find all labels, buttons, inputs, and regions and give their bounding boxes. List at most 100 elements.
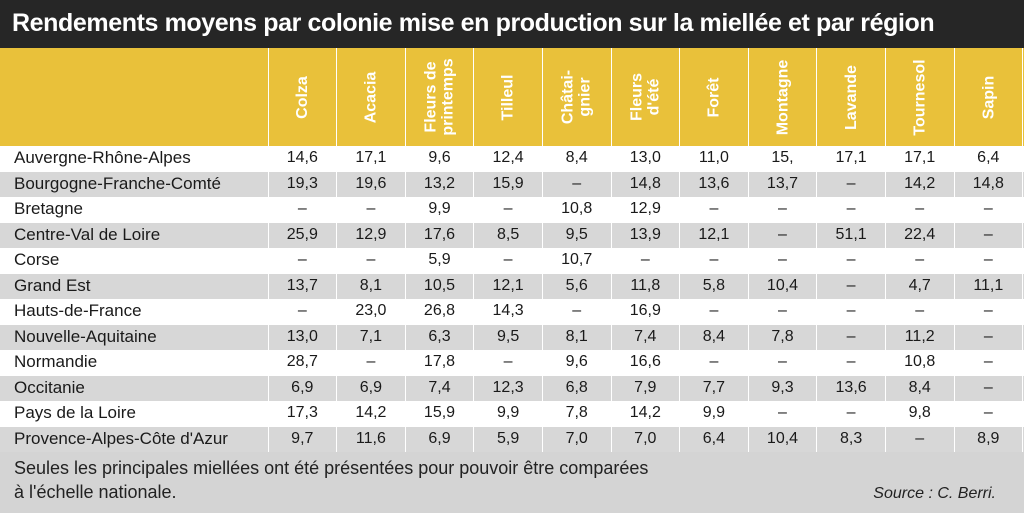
row-region-label: Occitanie	[14, 377, 85, 397]
column-divider	[541, 48, 543, 452]
table-cell: 5,6	[565, 276, 588, 294]
table-cell: 17,6	[423, 225, 456, 243]
table-cell: 7,8	[771, 327, 794, 345]
table-cell: –	[846, 404, 856, 421]
table-cell: –	[983, 251, 993, 268]
column-header: Colza	[268, 48, 337, 146]
table-row: Pays de la Loire 17,3 14,2 15,9 9,9 7,8 14,2 9,…	[0, 401, 1024, 427]
table-cell: 9,9	[702, 404, 726, 421]
table-cell: –	[983, 353, 993, 370]
table-cell: –	[572, 174, 582, 192]
table-cell: 15,9	[423, 404, 456, 421]
table-cell: 8,1	[565, 327, 588, 345]
column-divider	[747, 48, 749, 452]
table-cell: –	[846, 353, 856, 370]
column-divider	[953, 48, 955, 452]
table-cell: –	[846, 200, 856, 217]
table-row: Provence-Alpes-Côte d'Azur 9,7 11,6 6,9 5,9 7…	[0, 426, 1024, 452]
column-header-label: Tilleul	[499, 74, 517, 120]
table-cell: 28,7	[286, 353, 318, 370]
table-cell: 9,6	[565, 353, 588, 370]
table-cell: 7,0	[634, 429, 657, 447]
table-row: Hauts-de-France – 23,0 26,8 14,3 – 16,9 – – – – –	[0, 299, 1024, 325]
table-cell: –	[366, 353, 376, 370]
column-divider	[404, 48, 406, 452]
table-cell: –	[915, 251, 925, 268]
table-cell: –	[297, 251, 307, 268]
column-header-label: Tournesol	[911, 58, 929, 136]
column-divider	[336, 48, 338, 452]
table-cell: 12,1	[698, 225, 730, 243]
table-cell: 10,5	[423, 276, 456, 294]
table-cell: 13,7	[286, 276, 318, 294]
row-region-label: Bourgogne-Franche-Comté	[14, 173, 221, 193]
table-row: Centre-Val de Loire 25,9 12,9 17,6 8,5 9,5 13,…	[0, 222, 1024, 248]
table-cell: 7,0	[565, 429, 588, 447]
table-cell: 14,2	[629, 404, 661, 421]
table-cell: 9,5	[565, 225, 588, 243]
table-cell: –	[915, 429, 925, 447]
table-cell: 11,6	[355, 429, 386, 447]
table-cell: 16,9	[629, 302, 661, 319]
column-header-label: Châtai-gnier	[559, 69, 594, 125]
table-cell: 14,2	[355, 404, 387, 421]
table-cell: –	[778, 225, 787, 243]
table-cell: 12,1	[492, 276, 524, 294]
row-region-label: Grand Est	[14, 275, 91, 295]
column-header: Fleurs d'été	[611, 48, 680, 146]
table-cell: –	[709, 302, 719, 319]
table-cell: –	[572, 302, 582, 319]
table-cell: 12,4	[492, 149, 524, 166]
table-cell: –	[983, 302, 993, 319]
table-cell: 6,9	[359, 378, 383, 396]
column-header-label: Acacia	[362, 71, 380, 123]
table-cell: –	[709, 353, 719, 370]
table-cell: 19,3	[286, 174, 318, 192]
table-cell: 10,7	[561, 251, 593, 268]
table-cell: –	[778, 251, 787, 268]
table-cell: –	[846, 302, 856, 319]
table-cell: 13,2	[423, 174, 456, 192]
table-row: Normandie 28,7 – 17,8 – 9,6 16,6 – – – 10,8 –	[0, 350, 1024, 376]
table-cell: 12,9	[629, 200, 661, 217]
table-cell: 17,1	[835, 149, 867, 166]
title-bar: Rendements moyens par colonie mise en pr…	[0, 0, 1024, 48]
column-divider	[267, 48, 269, 452]
table-cell: 13,7	[766, 174, 799, 192]
column-header-label: Sapin	[979, 75, 997, 119]
column-header: Tilleul	[474, 48, 543, 146]
table-cell: 8,4	[908, 378, 931, 396]
row-region-label: Auvergne-Rhône-Alpes	[14, 148, 191, 167]
table-cell: 8,3	[839, 429, 863, 447]
table-cell: 14,6	[286, 149, 318, 166]
table-cell: 7,9	[634, 378, 657, 396]
table-cell: 4,7	[908, 276, 931, 294]
column-header-label: Lavande	[842, 64, 860, 130]
table-cell: 10,8	[561, 200, 593, 217]
table-cell: –	[915, 200, 925, 217]
row-region-label: Centre-Val de Loire	[14, 224, 161, 244]
table-cell: –	[503, 200, 513, 217]
table-cell: –	[846, 327, 856, 345]
table-cell: 12,3	[492, 378, 524, 396]
source-credit: Source : C. Berri.	[873, 485, 996, 502]
table-cell: 13,6	[835, 378, 867, 396]
table-cell: –	[983, 404, 993, 421]
table-cell: 11,0	[698, 149, 729, 166]
footer-note-line2: à l'échelle nationale.	[14, 482, 177, 502]
table-cell: 10,8	[904, 353, 936, 370]
table-cell: –	[846, 174, 856, 192]
column-divider	[679, 48, 681, 452]
row-region-label: Pays de la Loire	[14, 403, 136, 422]
data-table: Auvergne-Rhône-Alpes 14,6 17,1 9,6 12,4 8,4 13…	[0, 146, 1024, 452]
table-cell: 6,8	[565, 378, 588, 396]
footer: Seules les principales miellées ont été …	[0, 452, 1024, 513]
table-cell: 9,5	[496, 327, 520, 345]
column-header: Fleurs de printemps	[405, 48, 474, 146]
table-cell: 17,1	[904, 149, 936, 166]
table-cell: –	[366, 200, 376, 217]
column-header: Sapin	[954, 48, 1023, 146]
table-cell: –	[503, 353, 513, 370]
table-cell: 13,0	[629, 149, 661, 166]
